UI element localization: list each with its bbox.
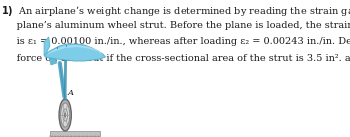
Polygon shape <box>44 37 50 55</box>
Polygon shape <box>64 59 67 100</box>
Text: $\mathbf{1)}$  An airplane’s weight change is determined by reading the strain g: $\mathbf{1)}$ An airplane’s weight chang… <box>1 4 350 18</box>
Polygon shape <box>44 44 105 61</box>
Circle shape <box>64 113 66 117</box>
Circle shape <box>61 103 70 127</box>
Text: is ε₁ = 0.00100 in./in., whereas after loading ε₂ = 0.00243 in./in. Determine th: is ε₁ = 0.00100 in./in., whereas after l… <box>1 37 350 46</box>
Circle shape <box>63 109 68 121</box>
Text: force on the strut if the cross-sectional area of the strut is 3.5 in². and E = : force on the strut if the cross-sectiona… <box>1 54 350 62</box>
Polygon shape <box>48 45 102 55</box>
Circle shape <box>57 47 58 49</box>
Text: plane’s aluminum wheel strut. Before the plane is loaded, the strain gauge readi: plane’s aluminum wheel strut. Before the… <box>1 21 350 29</box>
Bar <box>50 131 100 136</box>
Text: A: A <box>68 89 74 97</box>
Bar <box>63 54 68 60</box>
Circle shape <box>66 45 67 47</box>
Circle shape <box>59 99 71 131</box>
Polygon shape <box>49 58 57 65</box>
